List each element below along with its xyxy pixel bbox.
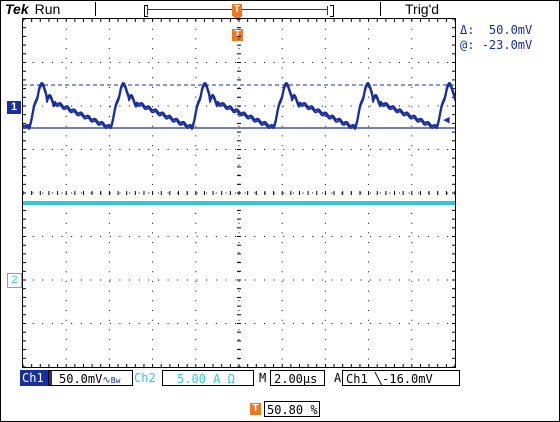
trigger-source: Ch1 (346, 372, 368, 386)
timebase-value[interactable]: 2.00µs (270, 370, 325, 386)
grid-lines (22, 18, 456, 368)
trigger-mode: A (334, 371, 342, 385)
ch1-label[interactable]: Ch1 (20, 370, 52, 386)
ch1-ground-marker[interactable]: 1 (7, 101, 21, 114)
delta-label: Δ: (460, 23, 475, 37)
traces (22, 81, 456, 205)
bw-limit-icon: Bw (110, 376, 121, 385)
ch1-trace (22, 81, 456, 129)
ch2-label[interactable]: Ch2 (134, 371, 156, 385)
at-value: -23.0mV (481, 38, 533, 52)
cursor-lines (23, 84, 455, 129)
waveform-display (22, 18, 456, 368)
timebase-label: M (259, 371, 267, 385)
header-divider (380, 2, 381, 16)
ch2-ground-marker[interactable]: 2 (7, 273, 22, 288)
ch1-trace-envelope (22, 84, 456, 130)
record-bracket-right (330, 5, 334, 17)
scope-header: Tek Run (5, 1, 60, 17)
trigger-time-marker[interactable]: T (232, 29, 243, 41)
record-bracket-left (144, 5, 148, 17)
trigger-position-icon: T (250, 403, 261, 415)
brand-logo: Tek (5, 1, 29, 17)
header-divider (95, 2, 96, 16)
ch1-scale-box[interactable]: 50.0mV∿Bw (48, 370, 133, 386)
at-label: @: (460, 38, 475, 52)
trigger-position-value[interactable]: 50.80 % (264, 401, 320, 417)
trigger-position-icon[interactable]: T (232, 4, 242, 16)
trigger-settings[interactable]: Ch1 ╲-16.0mV (342, 370, 460, 386)
ac-coupling-icon: ∿ (102, 375, 111, 386)
trigger-level-arrow-icon[interactable]: ◀ (443, 113, 450, 126)
trigger-level: -16.0mV (382, 372, 433, 386)
cursor-readout: Δ: 50.0mV @: -23.0mV (460, 23, 532, 53)
falling-edge-icon: ╲ (374, 372, 383, 386)
ch2-scale[interactable]: 5.00 A Ω (162, 370, 254, 386)
trigger-status: Trig'd (405, 1, 440, 17)
ch2-trace (23, 201, 455, 205)
delta-value: 50.0mV (488, 23, 533, 37)
run-state: Run (34, 1, 61, 17)
ch1-scale: 50.0mV (59, 372, 103, 386)
